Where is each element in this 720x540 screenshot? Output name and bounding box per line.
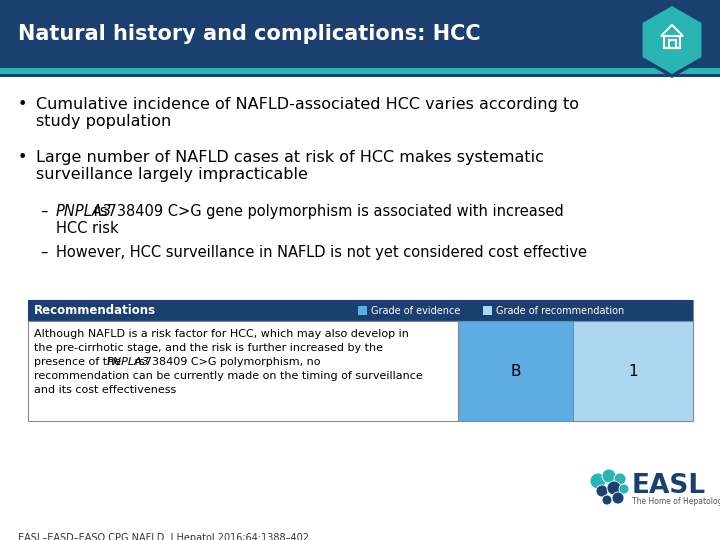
Bar — [668, 40, 675, 48]
Text: The Home of Hepatology: The Home of Hepatology — [632, 496, 720, 505]
Text: 1: 1 — [628, 363, 638, 379]
Text: –: – — [40, 245, 48, 260]
Text: study population: study population — [36, 114, 171, 129]
Bar — [0, 0, 720, 68]
Text: •: • — [18, 150, 27, 165]
Circle shape — [607, 481, 621, 495]
Circle shape — [596, 485, 608, 497]
Text: EASL–EASD–EASO CPG NAFLD. J Hepatol 2016;64:1388–402: EASL–EASD–EASO CPG NAFLD. J Hepatol 2016… — [18, 533, 309, 540]
Bar — [28, 300, 693, 421]
Bar — [0, 74, 720, 77]
Text: recommendation can be currently made on the timing of surveillance: recommendation can be currently made on … — [34, 371, 423, 381]
Text: –: – — [40, 204, 48, 219]
Text: Recommendations: Recommendations — [34, 304, 156, 317]
Bar — [458, 321, 573, 421]
Circle shape — [619, 484, 629, 494]
Bar — [358, 306, 367, 315]
Text: Cumulative incidence of NAFLD-associated HCC varies according to: Cumulative incidence of NAFLD-associated… — [36, 97, 579, 112]
Polygon shape — [641, 4, 703, 76]
Text: ™: ™ — [680, 474, 687, 480]
Text: Large number of NAFLD cases at risk of HCC makes systematic: Large number of NAFLD cases at risk of H… — [36, 150, 544, 165]
Text: However, HCC surveillance in NAFLD is not yet considered cost effective: However, HCC surveillance in NAFLD is no… — [56, 245, 587, 260]
Text: Grade of evidence: Grade of evidence — [371, 306, 460, 315]
Text: Grade of recommendation: Grade of recommendation — [496, 306, 624, 315]
Circle shape — [590, 473, 606, 489]
Text: HCC risk: HCC risk — [56, 221, 119, 236]
Bar — [664, 36, 680, 48]
Text: PNPLA3: PNPLA3 — [56, 204, 112, 219]
Bar — [28, 300, 693, 321]
Circle shape — [602, 495, 612, 505]
Text: B: B — [510, 363, 521, 379]
Text: surveillance largely impracticable: surveillance largely impracticable — [36, 167, 308, 182]
Bar — [0, 68, 720, 74]
Text: Although NAFLD is a risk factor for HCC, which may also develop in: Although NAFLD is a risk factor for HCC,… — [34, 329, 409, 339]
Text: and its cost effectiveness: and its cost effectiveness — [34, 385, 176, 395]
Text: rs738409 C>G gene polymorphism is associated with increased: rs738409 C>G gene polymorphism is associ… — [89, 204, 564, 219]
Text: presence of the: presence of the — [34, 357, 125, 367]
Text: the pre-cirrhotic stage, and the risk is further increased by the: the pre-cirrhotic stage, and the risk is… — [34, 343, 383, 353]
Text: EASL: EASL — [632, 473, 706, 499]
Circle shape — [602, 469, 616, 483]
Text: rs738409 C>G polymorphism, no: rs738409 C>G polymorphism, no — [131, 357, 320, 367]
Circle shape — [612, 492, 624, 504]
Circle shape — [614, 473, 626, 485]
Text: PNPLA3: PNPLA3 — [107, 357, 150, 367]
Bar — [573, 321, 693, 421]
Text: •: • — [18, 97, 27, 112]
Bar — [483, 306, 492, 315]
Text: Natural history and complications: HCC: Natural history and complications: HCC — [18, 24, 481, 44]
